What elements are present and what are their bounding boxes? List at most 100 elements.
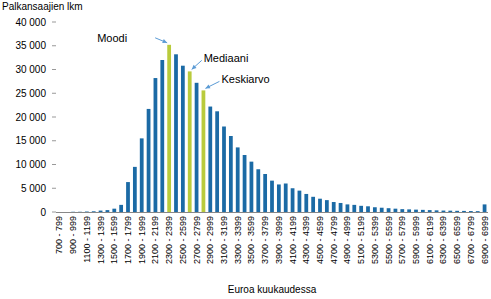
bar bbox=[380, 208, 384, 212]
x-tick-label: 4100 - 4199 bbox=[288, 216, 298, 264]
annotation-arrowhead bbox=[162, 39, 167, 43]
x-tick-label: 6900 - 6999 bbox=[480, 216, 490, 264]
y-tick bbox=[52, 164, 56, 165]
bar bbox=[92, 211, 96, 212]
x-tick-label: 6300 - 6399 bbox=[438, 216, 448, 264]
x-tick-label: 6100 - 6199 bbox=[425, 216, 435, 264]
bar bbox=[99, 211, 103, 212]
bar bbox=[318, 199, 322, 212]
bar bbox=[428, 210, 432, 212]
annotation: Mediaani bbox=[204, 52, 249, 64]
bar bbox=[236, 147, 240, 212]
bar bbox=[311, 197, 315, 212]
x-tick-label: 2300 - 2399 bbox=[164, 216, 174, 264]
y-tick bbox=[52, 117, 56, 118]
x-tick-label: 4700 - 4799 bbox=[329, 216, 339, 264]
bar bbox=[181, 66, 185, 212]
annotation: Moodi bbox=[97, 32, 127, 44]
x-tick-label: 3100 - 3199 bbox=[219, 216, 229, 264]
bar bbox=[106, 210, 110, 212]
y-tick bbox=[52, 93, 56, 94]
bar bbox=[400, 209, 404, 212]
bar bbox=[421, 210, 425, 212]
x-tick-label: 2100 - 2199 bbox=[150, 216, 160, 264]
annotation-arrow bbox=[205, 81, 219, 88]
annotation-arrowhead bbox=[192, 65, 197, 70]
y-tick bbox=[52, 140, 56, 141]
bar bbox=[78, 211, 82, 212]
x-tick-label: 700 - 799 bbox=[54, 216, 64, 254]
bar bbox=[160, 60, 164, 212]
x-tick-label: 900 - 999 bbox=[68, 216, 78, 254]
bar bbox=[188, 71, 192, 212]
bar bbox=[455, 211, 459, 212]
bar bbox=[483, 204, 487, 212]
bar bbox=[448, 211, 452, 212]
bar bbox=[71, 211, 75, 212]
y-tick-label: 20 000 bbox=[15, 112, 46, 123]
bar bbox=[58, 212, 62, 213]
x-tick-label: 4300 - 4399 bbox=[301, 216, 311, 264]
bar bbox=[208, 107, 212, 212]
bar bbox=[243, 155, 247, 212]
annotations: Moodi Mediaani Keskiarvo bbox=[97, 32, 270, 89]
x-tick-label: 6700 - 6799 bbox=[466, 216, 476, 264]
bar bbox=[250, 162, 254, 212]
y-tick bbox=[52, 45, 56, 46]
bar bbox=[442, 211, 446, 212]
x-tick-label: 1500 - 1599 bbox=[109, 216, 119, 264]
bar bbox=[229, 136, 233, 212]
bar bbox=[407, 209, 411, 212]
bar bbox=[154, 78, 158, 212]
bar bbox=[304, 194, 308, 212]
bar bbox=[85, 211, 89, 212]
bar bbox=[112, 209, 116, 212]
x-tick-label: 1300 - 1399 bbox=[96, 216, 106, 264]
bar bbox=[263, 174, 267, 212]
bar bbox=[64, 212, 68, 213]
bar bbox=[284, 184, 288, 213]
x-tick-label: 3300 - 3399 bbox=[233, 216, 243, 264]
annotation: Keskiarvo bbox=[221, 73, 269, 85]
y-tick-label: 0 bbox=[40, 207, 46, 218]
bar bbox=[147, 109, 151, 212]
y-tick bbox=[52, 69, 56, 70]
x-tick-label: 1100 - 1199 bbox=[82, 216, 92, 263]
bar bbox=[167, 45, 171, 212]
bar bbox=[119, 205, 123, 212]
y-tick-label: 15 000 bbox=[15, 135, 46, 146]
bar bbox=[270, 181, 274, 212]
bar bbox=[414, 210, 418, 212]
bar bbox=[291, 188, 295, 212]
bars bbox=[71, 45, 486, 212]
bar bbox=[346, 204, 350, 212]
y-tick-label: 5 000 bbox=[21, 183, 46, 194]
x-tick-label: 1900 - 1999 bbox=[137, 216, 147, 264]
x-tick-label: 3500 - 3599 bbox=[246, 216, 256, 264]
y-tick-label: 30 000 bbox=[15, 64, 46, 75]
x-axis-label: Euroa kuukaudessa bbox=[228, 284, 317, 295]
y-tick bbox=[52, 212, 56, 213]
x-tick-label: 3700 - 3799 bbox=[260, 216, 270, 264]
x-tick-label: 4500 - 4599 bbox=[315, 216, 325, 264]
annotation-arrow bbox=[192, 60, 202, 69]
y-tick-label: 10 000 bbox=[15, 159, 46, 170]
bar bbox=[195, 83, 199, 212]
bar bbox=[332, 202, 336, 212]
bar bbox=[373, 207, 377, 212]
y-tick bbox=[52, 188, 56, 189]
x-axis-line bbox=[56, 212, 488, 213]
bar bbox=[202, 90, 206, 212]
x-tick-label: 2500 - 2599 bbox=[178, 216, 188, 264]
x-tick-label: 2700 - 2799 bbox=[192, 216, 202, 264]
y-tick-label: 25 000 bbox=[15, 88, 46, 99]
x-tick-label: 2900 - 2999 bbox=[205, 216, 215, 264]
bar bbox=[366, 206, 370, 212]
bar bbox=[462, 211, 466, 212]
x-tick-label: 6500 - 6599 bbox=[452, 216, 462, 264]
x-tick-label: 5500 - 5599 bbox=[384, 216, 394, 264]
bar bbox=[359, 206, 363, 212]
x-tick-label: 4900 - 4999 bbox=[342, 216, 352, 264]
x-tick-label: 5300 - 5399 bbox=[370, 216, 380, 264]
x-tick-label: 1700 - 1799 bbox=[123, 216, 133, 264]
